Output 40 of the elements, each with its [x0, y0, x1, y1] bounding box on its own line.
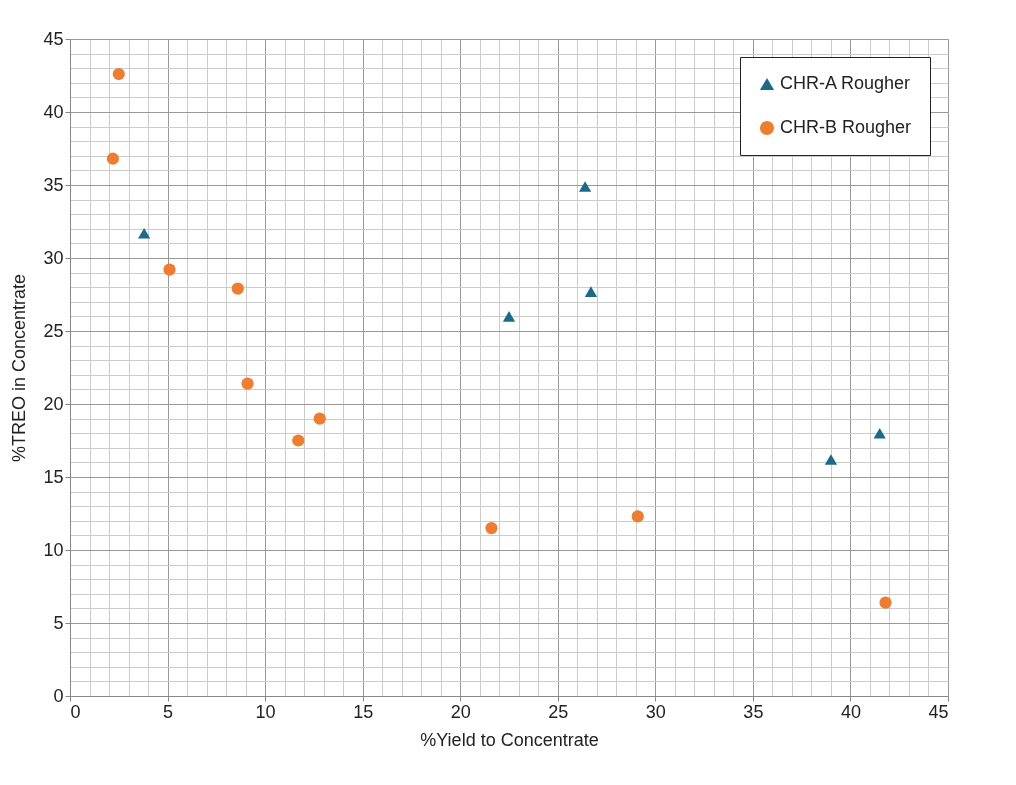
point — [631, 510, 644, 523]
x-tick-label: 40 — [840, 701, 861, 722]
y-tick-label: 45 — [43, 28, 64, 49]
point — [163, 263, 176, 276]
x-tick-label: 0 — [70, 701, 81, 722]
x-tick-label: 15 — [353, 701, 374, 722]
point — [502, 311, 516, 322]
point — [112, 67, 125, 81]
point — [138, 227, 151, 239]
x-tick-label: 25 — [548, 701, 569, 722]
point — [578, 181, 592, 192]
y-tick-label: 40 — [43, 101, 64, 122]
point — [873, 427, 886, 439]
y-tick-label: 0 — [53, 685, 64, 706]
point — [106, 152, 120, 165]
x-tick-label: 45 — [928, 701, 949, 722]
x-tick-label: 5 — [163, 701, 174, 722]
point — [231, 282, 244, 295]
legend-label: CHR-A Rougher — [780, 73, 911, 93]
point — [824, 454, 838, 465]
point — [879, 596, 892, 609]
x-axis-title: %Yield to Concentrate — [420, 729, 599, 750]
point — [485, 521, 498, 535]
legend-label: CHR-B Rougher — [780, 117, 912, 137]
point — [313, 412, 326, 425]
y-tick-label: 15 — [43, 466, 64, 487]
y-tick-label: 20 — [43, 393, 64, 414]
point — [584, 286, 598, 297]
y-tick-label: 30 — [43, 247, 64, 268]
y-tick-label: 25 — [43, 320, 64, 341]
point — [241, 377, 254, 390]
y-tick-label: 35 — [43, 174, 64, 195]
y-tick-label: 5 — [53, 612, 64, 633]
point — [292, 434, 305, 447]
y-axis-title: %TREO in Concentrate — [9, 273, 30, 463]
x-tick-label: 10 — [255, 701, 276, 722]
y-tick-label: 10 — [43, 539, 64, 560]
x-tick-label: 30 — [645, 701, 666, 722]
x-tick-label: 35 — [743, 701, 764, 722]
x-tick-label: 20 — [450, 701, 471, 722]
